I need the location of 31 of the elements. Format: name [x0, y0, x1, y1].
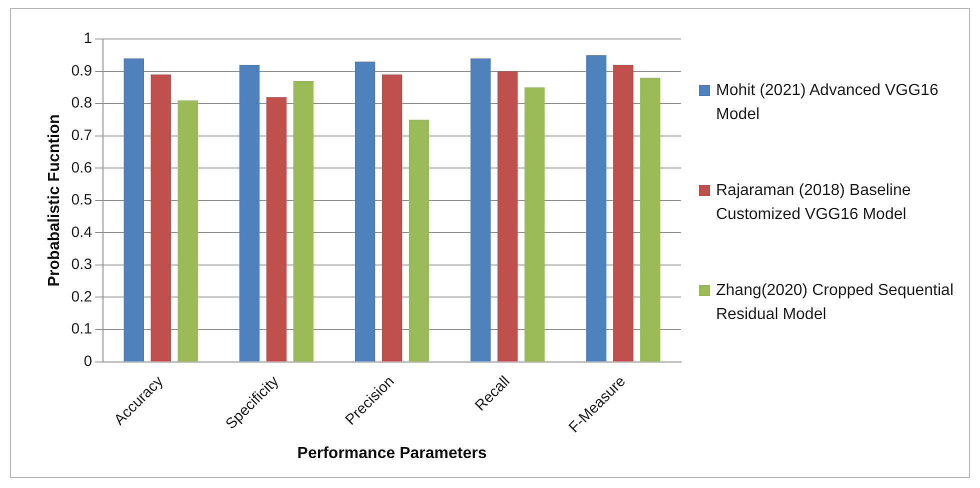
bar: [613, 64, 634, 362]
y-tick-label: 1: [84, 30, 92, 48]
y-tick-label: 0.7: [71, 126, 92, 144]
y-tick-label: 0.1: [71, 320, 92, 338]
x-axis-title: Performance Parameters: [297, 444, 487, 462]
bar: [354, 62, 376, 362]
bar: [178, 100, 198, 362]
bar: [498, 71, 518, 362]
bar: [124, 58, 144, 362]
y-tick-label: 0.5: [71, 192, 92, 209]
y-tick-label: 0.4: [71, 224, 92, 241]
legend-label: Mohit (2021) Advanced VGG16 Model: [716, 81, 940, 125]
bar: [293, 80, 314, 362]
y-tick-label: 0.9: [71, 62, 92, 80]
legend-label: Zhang(2020) Cropped Sequential Residual Model: [716, 281, 954, 325]
y-tick-label: 0.3: [71, 256, 92, 274]
y-tick-label: 0.2: [71, 288, 92, 306]
bar: [408, 120, 430, 362]
bar: [470, 58, 491, 362]
y-axis-title: Probabalistic Fucntion: [46, 114, 64, 287]
bar: [640, 78, 660, 362]
bar: [239, 64, 260, 362]
y-tick-label: 0: [84, 352, 92, 370]
legend-label: Rajaraman (2018) Baseline Customized VGG16 Model: [716, 181, 912, 225]
bar: [150, 74, 171, 362]
bar: [382, 74, 402, 362]
bar: [586, 55, 606, 362]
bar: [266, 97, 287, 362]
bar: [524, 87, 545, 362]
y-tick-label: 0.8: [71, 94, 92, 112]
y-tick-label: 0.6: [71, 159, 92, 176]
